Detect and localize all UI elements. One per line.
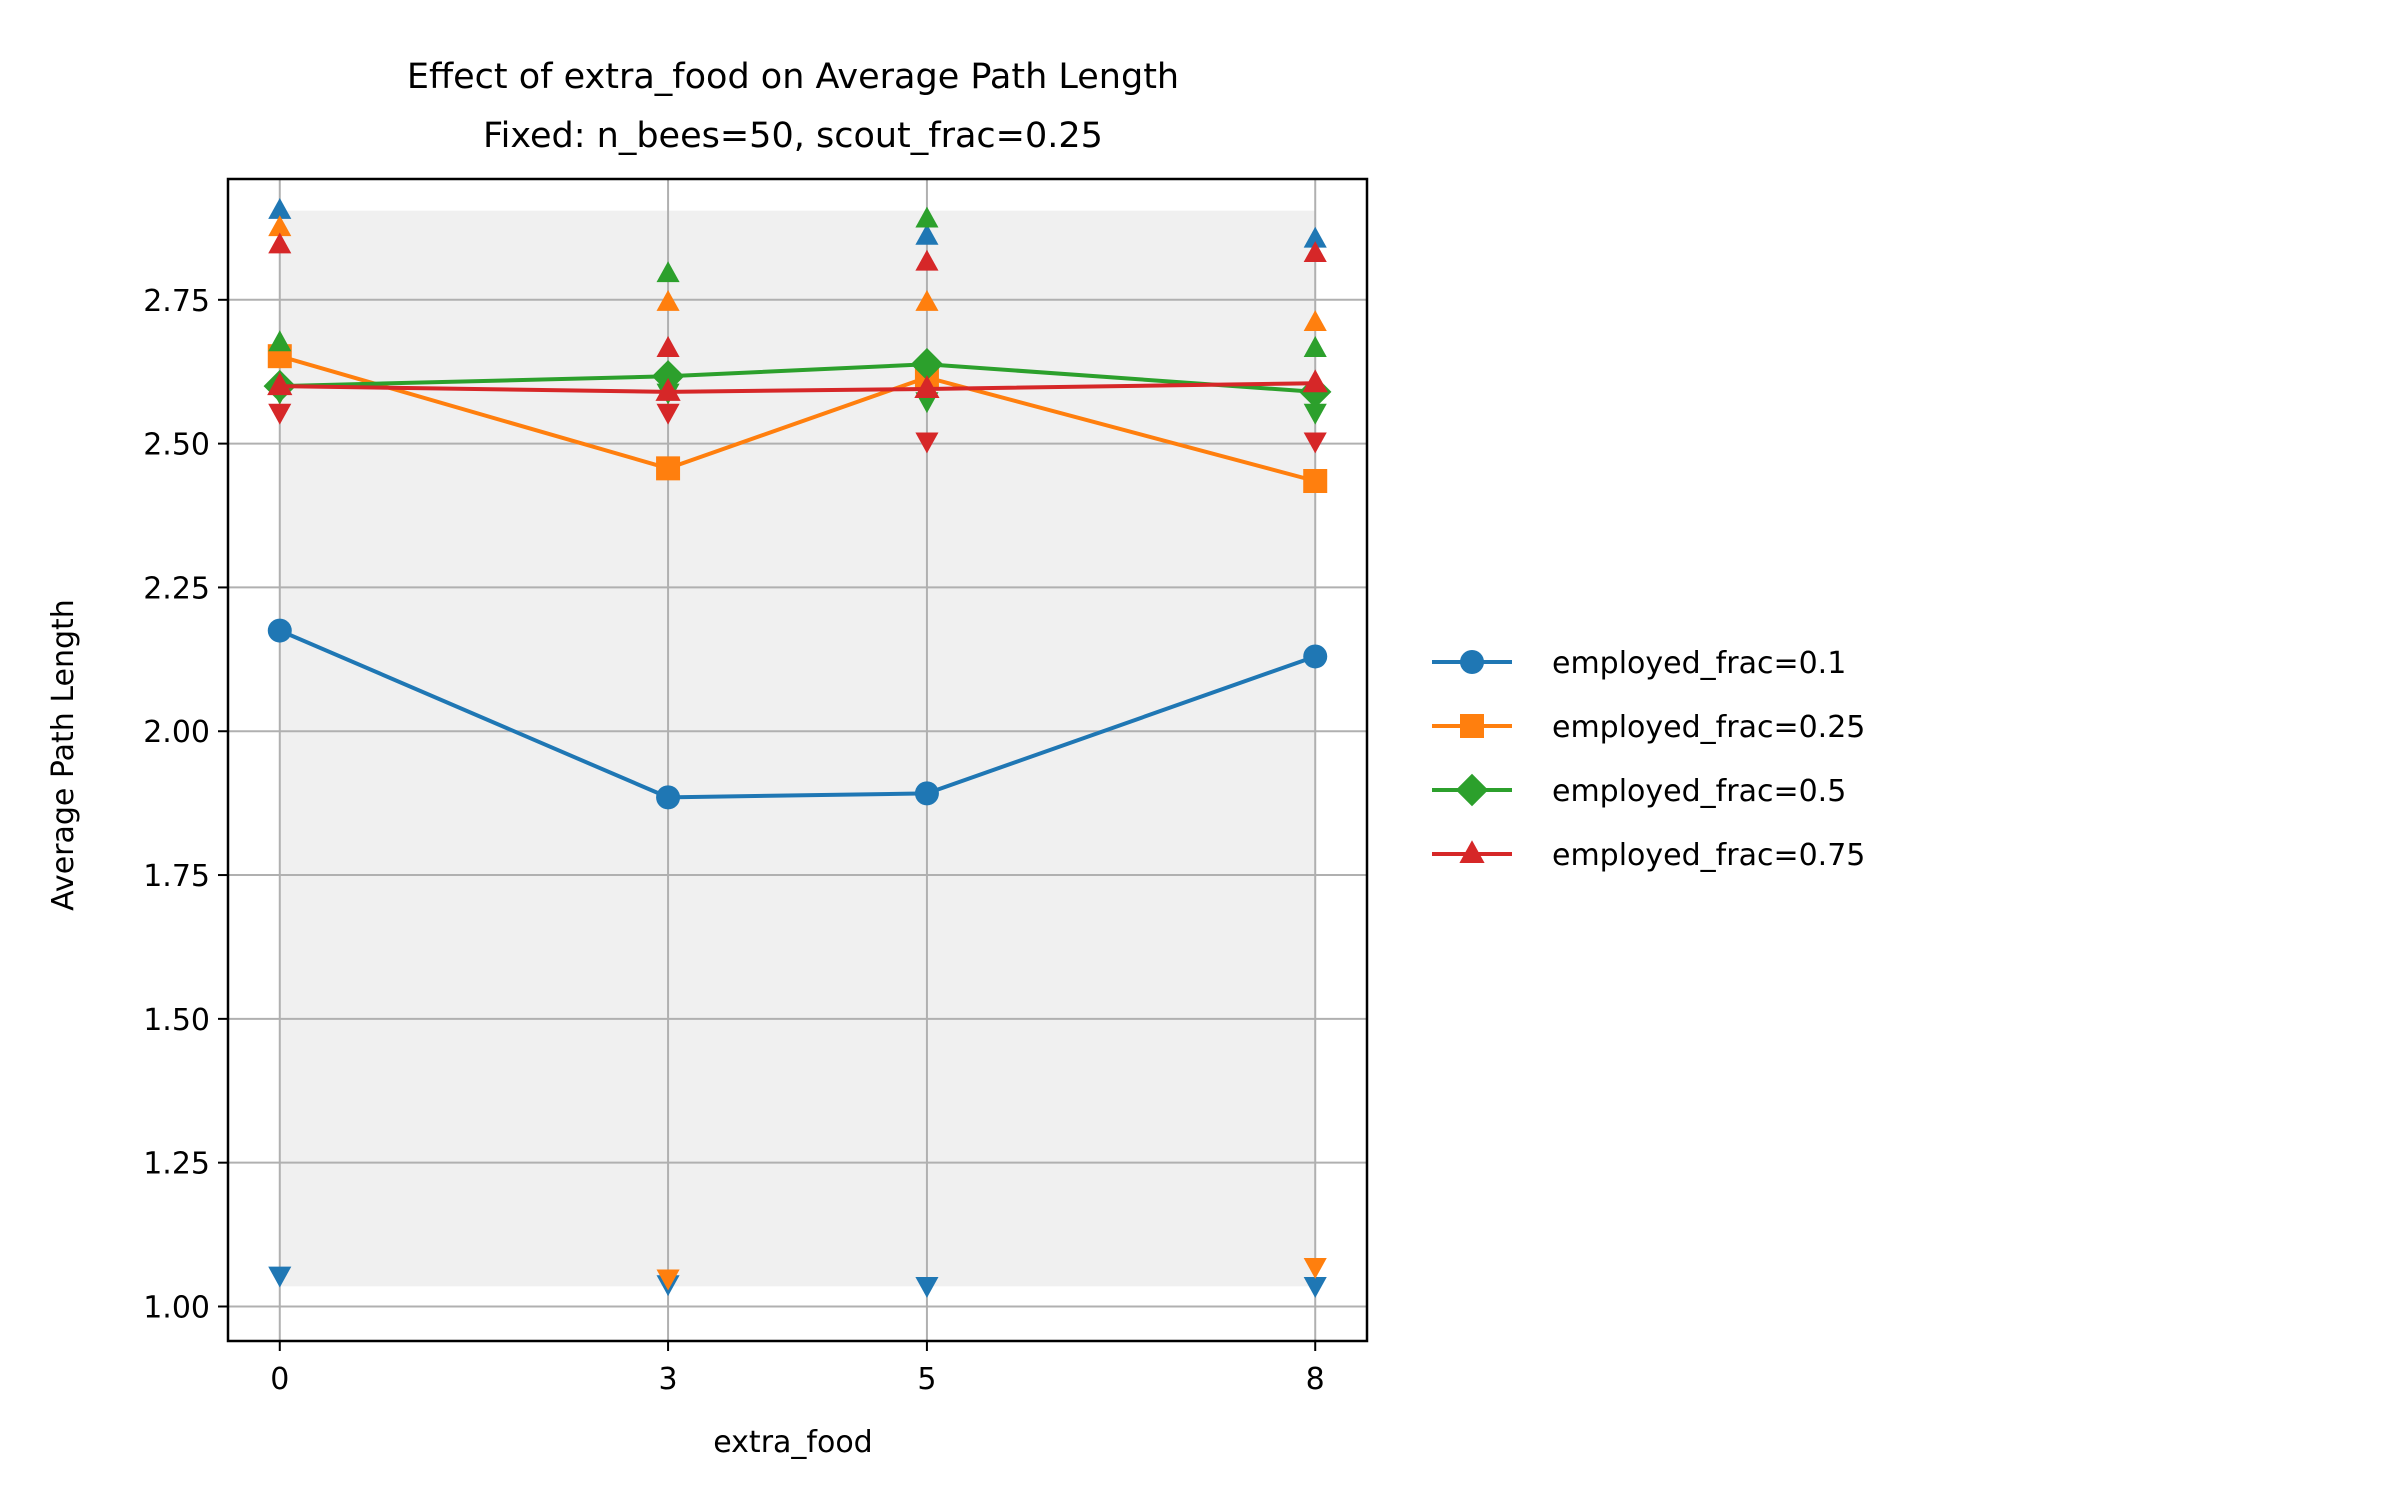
data-point xyxy=(267,372,293,396)
data-point xyxy=(655,378,681,401)
chart-subtitle: Fixed: n_bees=50, scout_frac=0.25 xyxy=(483,116,1103,156)
data-point xyxy=(914,375,940,398)
y-tick-label: 2.25 xyxy=(143,571,210,606)
min-marker xyxy=(656,403,680,425)
y-tick-label: 2.00 xyxy=(143,715,210,750)
min-marker xyxy=(656,1269,680,1291)
min-marker xyxy=(915,1276,939,1298)
max-marker xyxy=(268,232,292,254)
max-marker xyxy=(915,290,939,311)
plot-frame xyxy=(226,177,1369,1343)
min-marker xyxy=(268,1266,292,1288)
min-marker xyxy=(1303,432,1327,454)
legend-marker xyxy=(1460,650,1484,674)
y-tick-label: 2.50 xyxy=(143,428,210,463)
legend-marker xyxy=(1460,714,1484,738)
y-tick-label: 2.75 xyxy=(143,284,210,319)
max-marker xyxy=(656,290,680,311)
data-point xyxy=(267,618,292,643)
max-marker xyxy=(915,206,939,228)
min-marker xyxy=(1303,1257,1327,1279)
min-marker xyxy=(1303,403,1327,425)
max-marker xyxy=(656,336,680,357)
legend-label: employed_frac=0.1 xyxy=(1552,646,1846,681)
y-tick-label: 1.50 xyxy=(143,1003,210,1038)
y-tick-label: 1.25 xyxy=(143,1147,210,1182)
data-point xyxy=(656,456,681,481)
max-marker xyxy=(1303,336,1327,357)
max-marker xyxy=(915,249,939,271)
y-tick-label: 1.00 xyxy=(143,1290,210,1325)
legend-marker xyxy=(1459,840,1485,863)
data-point xyxy=(1303,644,1328,669)
max-marker xyxy=(1303,241,1327,263)
series-0 xyxy=(267,197,1328,1298)
min-marker xyxy=(915,432,939,454)
chart-title: Effect of extra_food on Average Path Len… xyxy=(407,57,1179,97)
max-marker xyxy=(268,197,292,219)
data-point xyxy=(910,348,944,381)
legend-label: employed_frac=0.5 xyxy=(1552,774,1846,809)
data-point xyxy=(651,360,685,393)
legend-marker xyxy=(1455,773,1489,807)
min-marker xyxy=(268,403,292,425)
x-tick-label: 5 xyxy=(917,1362,936,1397)
legend: employed_frac=0.1 employed_frac=0.25emplo… xyxy=(1432,646,1865,873)
series-line xyxy=(279,362,1316,394)
max-marker xyxy=(656,261,680,283)
data-point xyxy=(656,785,681,810)
series-3 xyxy=(267,232,1328,454)
max-marker xyxy=(268,330,292,352)
data-point xyxy=(1303,469,1328,494)
y-axis-label: Average Path Length xyxy=(46,599,81,911)
series-line xyxy=(279,381,1316,394)
legend-label: employed_frac=0.25 xyxy=(1552,710,1865,745)
min-marker xyxy=(1303,1276,1327,1298)
max-marker xyxy=(1303,310,1327,332)
x-axis-label: extra_food xyxy=(713,1425,872,1460)
max-marker xyxy=(915,223,939,245)
x-tick-label: 0 xyxy=(270,1362,289,1397)
legend-label: employed_frac=0.75 xyxy=(1552,838,1865,873)
x-tick-label: 3 xyxy=(659,1362,678,1397)
data-point xyxy=(1302,369,1328,393)
y-tick-label: 1.75 xyxy=(143,859,210,894)
series-line xyxy=(278,628,1316,800)
max-marker xyxy=(1303,226,1327,248)
data-point xyxy=(914,781,939,806)
max-marker xyxy=(268,215,292,237)
series-line xyxy=(279,354,1316,483)
x-tick-label: 8 xyxy=(1306,1362,1325,1397)
